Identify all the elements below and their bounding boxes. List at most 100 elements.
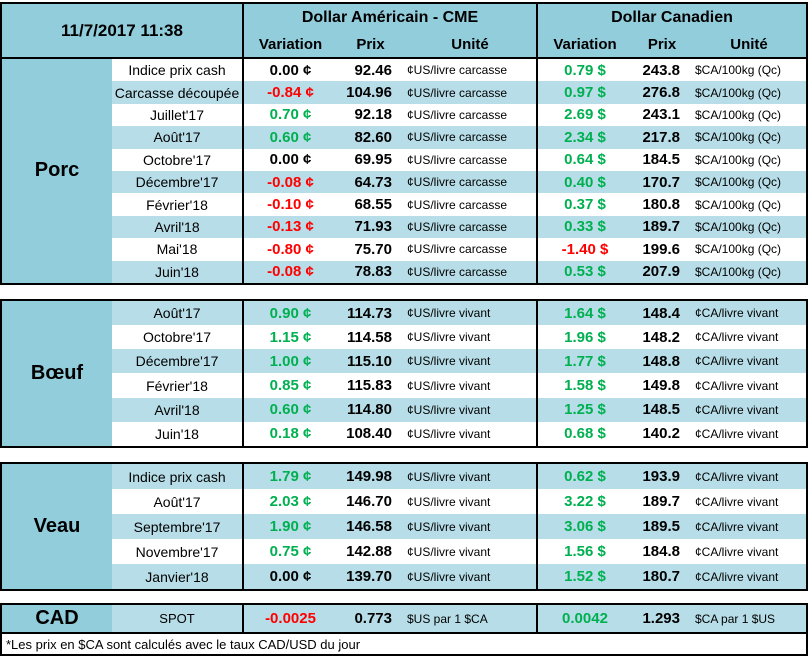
section-label: Veau: [2, 464, 112, 590]
ca-price-value: 184.8: [632, 539, 692, 565]
us-price-value: 78.83: [337, 260, 404, 283]
ca-price-value: 148.4: [632, 300, 692, 326]
cad-prix-header: Prix: [632, 32, 692, 57]
us-variation-value: 1.90 ¢: [242, 514, 337, 540]
us-variation-value: 0.70 ¢: [242, 103, 337, 127]
ca-variation-value: 0.53 $: [536, 260, 632, 283]
row-label: Juillet'17: [112, 103, 242, 127]
ca-unit-label: $CA/100kg (Qc): [692, 81, 806, 104]
ca-variation-value: 3.22 $: [536, 489, 632, 515]
cad-section-title: Dollar Canadien: [536, 4, 806, 32]
section-label: Bœuf: [2, 300, 112, 447]
us-variation-value: 0.90 ¢: [242, 300, 337, 326]
usd-variation-header: Variation: [242, 32, 337, 57]
cad-row-ca-unit: $CA par 1 $US: [692, 605, 806, 633]
ca-unit-label: $CA/100kg (Qc): [692, 103, 806, 127]
cad-label: CAD: [2, 605, 112, 633]
us-price-value: 64.73: [337, 170, 404, 194]
timestamp: 11/7/2017 11:38: [2, 4, 242, 57]
ca-price-value: 276.8: [632, 81, 692, 104]
us-unit-label: ¢US/livre carcasse: [404, 215, 536, 239]
usd-unite-header: Unité: [404, 32, 536, 57]
us-unit-label: ¢US/livre vivant: [404, 373, 536, 398]
row-label: Juin'18: [112, 421, 242, 447]
us-price-value: 149.98: [337, 464, 404, 490]
usd-prix-header: Prix: [337, 32, 404, 57]
ca-variation-value: 0.97 $: [536, 81, 632, 104]
ca-variation-value: 1.25 $: [536, 397, 632, 422]
ca-price-value: 199.6: [632, 238, 692, 261]
cad-row-ca-variation: 0.0042: [536, 605, 632, 633]
us-price-value: 75.70: [337, 238, 404, 261]
ca-variation-value: 2.69 $: [536, 103, 632, 127]
us-unit-label: ¢US/livre carcasse: [404, 193, 536, 216]
cad-row-ca-price: 1.293: [632, 605, 692, 633]
us-price-value: 104.96: [337, 81, 404, 104]
ca-unit-label: ¢CA/livre vivant: [692, 373, 806, 398]
us-variation-value: -0.10 ¢: [242, 193, 337, 216]
cad-variation-header: Variation: [536, 32, 632, 57]
us-price-value: 82.60: [337, 126, 404, 149]
us-unit-label: ¢US/livre carcasse: [404, 103, 536, 127]
us-unit-label: ¢US/livre carcasse: [404, 238, 536, 261]
cad-spot-row: CAD SPOT -0.0025 0.773 $US par 1 $CA 0.0…: [0, 603, 808, 635]
ca-unit-label: $CA/100kg (Qc): [692, 193, 806, 216]
ca-variation-value: 1.64 $: [536, 300, 632, 326]
us-unit-label: ¢US/livre vivant: [404, 325, 536, 350]
ca-unit-label: $CA/100kg (Qc): [692, 260, 806, 283]
us-variation-value: -0.13 ¢: [242, 215, 337, 239]
ca-price-value: 243.1: [632, 103, 692, 127]
section-porc: Porc Indice prix cash 0.00 ¢ 92.46 ¢US/l…: [0, 57, 808, 285]
us-unit-label: ¢US/livre vivant: [404, 421, 536, 447]
us-price-value: 139.70: [337, 564, 404, 590]
row-label: Août'17: [112, 300, 242, 326]
ca-price-value: 193.9: [632, 464, 692, 490]
ca-unit-label: ¢CA/livre vivant: [692, 349, 806, 374]
us-unit-label: ¢US/livre vivant: [404, 300, 536, 326]
row-label: Août'17: [112, 489, 242, 515]
ca-unit-label: ¢CA/livre vivant: [692, 421, 806, 447]
us-unit-label: ¢US/livre carcasse: [404, 148, 536, 171]
ca-variation-value: 0.40 $: [536, 170, 632, 194]
us-unit-label: ¢US/livre vivant: [404, 464, 536, 490]
us-variation-value: 0.60 ¢: [242, 126, 337, 149]
ca-price-value: 217.8: [632, 126, 692, 149]
ca-price-value: 189.5: [632, 514, 692, 540]
ca-unit-label: ¢CA/livre vivant: [692, 514, 806, 540]
row-label: Juin'18: [112, 260, 242, 283]
us-unit-label: ¢US/livre vivant: [404, 397, 536, 422]
row-label: Avril'18: [112, 397, 242, 422]
ca-price-value: 184.5: [632, 148, 692, 171]
ca-unit-label: ¢CA/livre vivant: [692, 489, 806, 515]
us-price-value: 114.58: [337, 325, 404, 350]
ca-price-value: 180.7: [632, 564, 692, 590]
row-label: Février'18: [112, 373, 242, 398]
us-variation-value: 0.75 ¢: [242, 539, 337, 565]
ca-variation-value: 1.77 $: [536, 349, 632, 374]
us-price-value: 146.70: [337, 489, 404, 515]
ca-price-value: 189.7: [632, 489, 692, 515]
row-label: Avril'18: [112, 215, 242, 239]
us-unit-label: ¢US/livre vivant: [404, 349, 536, 374]
us-variation-value: 0.00 ¢: [242, 59, 337, 82]
row-label: Janvier'18: [112, 564, 242, 590]
us-unit-label: ¢US/livre carcasse: [404, 59, 536, 82]
us-variation-value: 0.00 ¢: [242, 564, 337, 590]
us-variation-value: 2.03 ¢: [242, 489, 337, 515]
us-variation-value: -0.08 ¢: [242, 260, 337, 283]
ca-variation-value: 0.68 $: [536, 421, 632, 447]
row-label: Carcasse découpée: [112, 81, 242, 104]
ca-price-value: 140.2: [632, 421, 692, 447]
us-price-value: 108.40: [337, 421, 404, 447]
us-variation-value: 0.00 ¢: [242, 148, 337, 171]
row-label: Août'17: [112, 126, 242, 149]
ca-price-value: 148.8: [632, 349, 692, 374]
cad-unite-header: Unité: [692, 32, 806, 57]
ca-unit-label: $CA/100kg (Qc): [692, 238, 806, 261]
spot-label: SPOT: [112, 605, 242, 633]
ca-unit-label: ¢CA/livre vivant: [692, 300, 806, 326]
us-unit-label: ¢US/livre carcasse: [404, 126, 536, 149]
ca-unit-label: $CA/100kg (Qc): [692, 215, 806, 239]
ca-variation-value: 1.96 $: [536, 325, 632, 350]
